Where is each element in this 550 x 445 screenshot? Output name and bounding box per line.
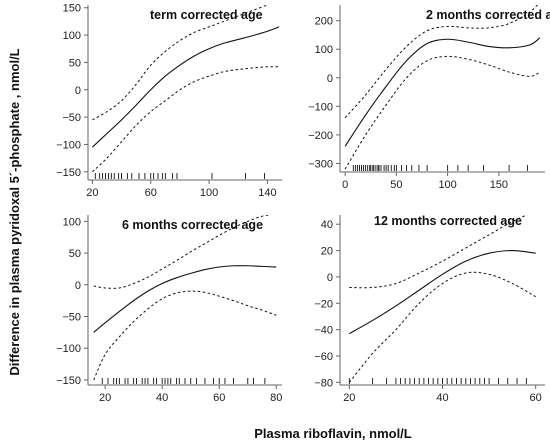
x-tick-label-2-months: 0: [342, 179, 348, 191]
estimate-line-2-months: [344, 37, 541, 147]
panel-12-months: −80 −60 −40 −20 0 20 40 20 40 60 12 months correct…: [314, 214, 545, 404]
y-tick-label-term: −50: [62, 112, 81, 124]
x-tick-label-6-months: 40: [156, 392, 168, 404]
x-axis-title: Plasma riboflavin, nmol/L: [254, 426, 412, 441]
y-tick-label-12-months: 0: [327, 272, 333, 284]
x-tick-label-term: 140: [258, 187, 276, 199]
upper-ci-line-term: [92, 5, 269, 121]
y-tick-label-term: 100: [63, 30, 81, 42]
lower-ci-line-6-months: [93, 290, 277, 381]
x-tick-label-12-months: 60: [530, 392, 542, 404]
y-tick-label-12-months: −40: [314, 325, 333, 337]
plot-area-12-months: [348, 215, 536, 383]
y-tick-label-term: 150: [63, 3, 81, 15]
panel-title-6-months: 6 months corrected age: [122, 218, 263, 232]
panel-2-months: −300 −200 −100 0 100 200 0 50 100 150 2 months cor…: [308, 5, 550, 191]
x-tick-label-2-months: 50: [390, 179, 402, 191]
y-tick-label-6-months: 0: [75, 280, 81, 292]
y-tick-label-6-months: 50: [69, 248, 81, 260]
x-tick-label-12-months: 40: [436, 392, 448, 404]
panel-title-2-months: 2 months corrected age: [426, 8, 550, 22]
panel-title-12-months: 12 months corrected age: [374, 214, 522, 228]
y-tick-label-12-months: 40: [321, 219, 333, 231]
x-tick-label-12-months: 20: [343, 392, 355, 404]
y-tick-label-12-months: −60: [314, 351, 333, 363]
x-tick-label-2-months: 150: [490, 179, 508, 191]
panel-6-months: −150 −100 −50 0 50 100 20 40 60 80 6 months correc…: [56, 215, 282, 404]
x-tick-label-term: 100: [200, 187, 218, 199]
y-tick-label-term: 50: [69, 57, 81, 69]
plot-area-2-months: [344, 5, 541, 170]
x-tick-label-term: 20: [86, 187, 98, 199]
lower-ci-line-term: [92, 66, 280, 173]
y-tick-label-6-months: −100: [56, 343, 81, 355]
x-tick-label-6-months: 20: [99, 392, 111, 404]
estimate-line-term: [91, 26, 280, 148]
y-tick-label-term: 0: [75, 85, 81, 97]
y-tick-label-12-months: −80: [314, 377, 333, 389]
y-tick-label-term: −150: [56, 167, 81, 179]
plot-area-6-months: [93, 215, 277, 381]
y-tick-label-12-months: 20: [321, 246, 333, 258]
y-tick-label-term: −100: [56, 139, 81, 151]
y-tick-label-12-months: −20: [314, 298, 333, 310]
y-tick-label-6-months: −150: [56, 375, 81, 387]
x-tick-label-2-months: 100: [438, 179, 456, 191]
y-tick-label-2-months: −200: [308, 130, 333, 142]
y-tick-label-6-months: −50: [62, 311, 81, 323]
upper-ci-line-6-months: [93, 215, 272, 289]
y-tick-label-2-months: 100: [315, 44, 333, 56]
y-axis-title: Difference in plasma pyridoxal 5´-phosph…: [7, 48, 22, 375]
x-tick-label-6-months: 80: [270, 392, 282, 404]
y-tick-label-2-months: 200: [315, 16, 333, 28]
lower-ci-line-12-months: [348, 271, 536, 383]
estimate-line-6-months: [93, 265, 277, 333]
estimate-line-12-months: [349, 250, 536, 335]
upper-ci-line-12-months: [349, 215, 528, 289]
upper-ci-line-2-months: [344, 5, 538, 119]
x-tick-label-term: 60: [145, 187, 157, 199]
panel-title-term: term corrected age: [150, 8, 263, 22]
panel-term: −150 −100 −50 0 50 100 150 20 60 100 140 term corre…: [56, 3, 282, 199]
y-tick-label-2-months: −100: [308, 101, 333, 113]
x-tick-label-6-months: 60: [213, 392, 225, 404]
y-tick-label-6-months: 100: [63, 216, 81, 228]
y-tick-label-2-months: 0: [327, 73, 333, 85]
lower-ci-line-2-months: [344, 55, 541, 170]
y-tick-label-2-months: −300: [308, 158, 333, 170]
plot-area-term: [91, 5, 280, 173]
